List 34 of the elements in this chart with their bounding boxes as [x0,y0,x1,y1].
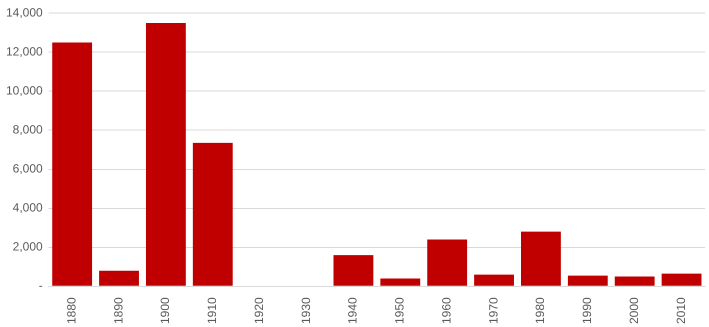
bar [614,276,655,286]
x-tick-label: 1910 [205,296,220,324]
bar [568,276,608,286]
y-tick-label: - [38,278,43,293]
y-tick-label: 14,000 [6,6,44,20]
bar [192,142,233,286]
x-tick-label: 1950 [392,296,407,324]
bar [146,22,186,286]
x-tick-label: 1960 [439,296,454,324]
bar [99,270,139,286]
bar [427,239,468,286]
y-tick-label: 8,000 [12,122,44,137]
x-tick-label: 1930 [298,296,313,324]
x-tick-label: 1970 [486,296,500,324]
x-tick-label: 1880 [64,296,78,324]
x-tick-label: 1920 [252,296,266,324]
y-tick-label: 12,000 [6,44,44,59]
x-tick-label: 2010 [674,296,688,324]
bar [52,42,92,286]
x-tick-label: 1890 [111,296,126,324]
x-tick-label: 1900 [158,296,172,324]
y-tick-label: 6,000 [12,162,44,176]
y-tick-label: 10,000 [6,84,44,98]
bar [521,232,561,286]
bar [380,278,420,286]
x-tick-label: 1990 [580,296,594,324]
bar [662,274,702,286]
x-tick-label: 1940 [346,296,360,324]
y-tick-label: 2,000 [12,240,44,254]
y-tick-label: 4,000 [12,200,44,215]
x-tick-label: 2000 [626,296,641,324]
bar [333,255,374,286]
x-tick-label: 1980 [533,296,548,324]
bar [474,274,514,286]
